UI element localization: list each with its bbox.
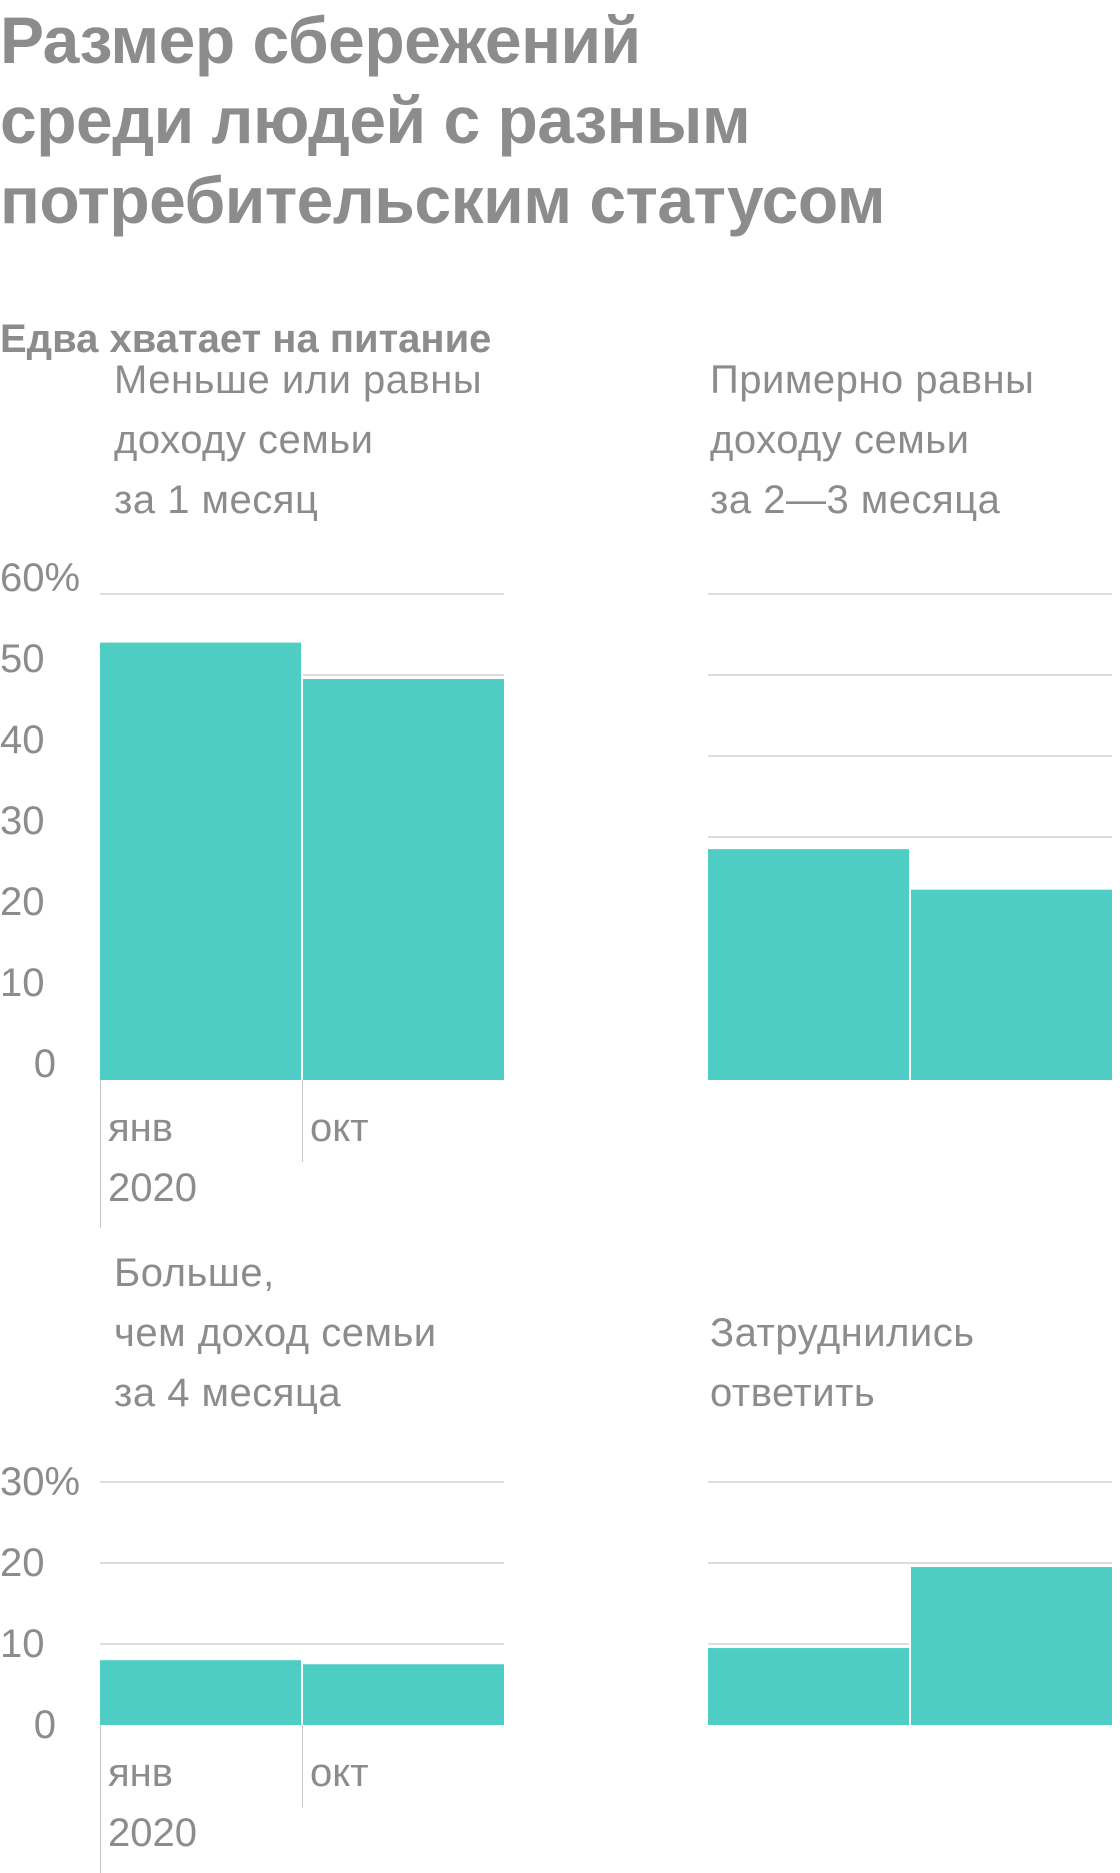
bar-jan-2020 — [100, 642, 301, 1080]
y-tick-label: 50 — [0, 637, 45, 681]
x-tick-label-year: 2020 — [108, 1811, 197, 1855]
bar-jan-2020 — [708, 849, 909, 1080]
panel-title-line: ответить — [710, 1371, 876, 1415]
x-tick-mark — [302, 1725, 303, 1807]
panel-title-line: Меньше или равны — [114, 358, 483, 402]
bar-jan-2020 — [708, 1648, 909, 1725]
x-tick-label-oct: окт — [310, 1106, 369, 1150]
panel-title-line: за 4 месяца — [114, 1371, 342, 1415]
chart-title-line-2: среди людей с разным — [0, 83, 751, 157]
x-tick-label-year: 2020 — [108, 1166, 197, 1210]
y-tick-label: 0 — [33, 1703, 56, 1747]
panel-title-line: Примерно равны — [710, 358, 1035, 402]
x-tick-mark — [100, 1725, 101, 1873]
bar-oct — [910, 889, 1112, 1080]
y-tick-label: 20 — [0, 1541, 45, 1585]
panel-title-line: доходу семьи — [114, 418, 374, 462]
bar-oct — [302, 679, 504, 1080]
y-tick-label: 30 — [0, 799, 45, 843]
panel-title: Меньше или равны доходу семьи за 1 месяц — [114, 350, 482, 530]
bar-oct — [302, 1664, 504, 1725]
x-tick-label-jan: янв — [108, 1751, 173, 1795]
panel-title-line: доходу семьи — [710, 418, 970, 462]
y-tick-label: 0 — [33, 1042, 56, 1086]
panel-title-line: Затруднились — [710, 1311, 975, 1355]
panel-title: Примерно равны доходу семьи за 2—3 месяца — [710, 350, 1034, 530]
y-tick-label: 30% — [0, 1460, 81, 1504]
y-tick-label: 10 — [0, 961, 45, 1005]
y-tick-label: 10 — [0, 1622, 45, 1666]
bar-oct — [910, 1567, 1112, 1725]
panel-title: Затруднились ответить — [710, 1303, 975, 1423]
bar-jan-2020 — [100, 1660, 301, 1725]
x-tick-mark — [302, 1080, 303, 1162]
chart-title: Размер сбережений среди людей с разным п… — [0, 0, 1000, 240]
x-tick-mark — [100, 1080, 101, 1228]
chart-title-line-3: потребительским статусом — [0, 163, 886, 237]
x-tick-label-oct: окт — [310, 1751, 369, 1795]
panel-title-line: за 2—3 месяца — [710, 478, 1001, 522]
chart-title-line-1: Размер сбережений — [0, 3, 641, 77]
y-tick-label: 40 — [0, 718, 45, 762]
x-tick-label-jan: янв — [108, 1106, 173, 1150]
y-tick-label: 60% — [0, 556, 81, 600]
chart-subtitle: Едва хватает на питание — [0, 317, 492, 361]
y-tick-label: 20 — [0, 880, 45, 924]
panel-title-line: чем доход семьи — [114, 1311, 437, 1355]
panel-title: Больше, чем доход семьи за 4 месяца — [114, 1243, 437, 1423]
panel-title-line: Больше, — [114, 1251, 275, 1295]
panel-title-line: за 1 месяц — [114, 478, 319, 522]
